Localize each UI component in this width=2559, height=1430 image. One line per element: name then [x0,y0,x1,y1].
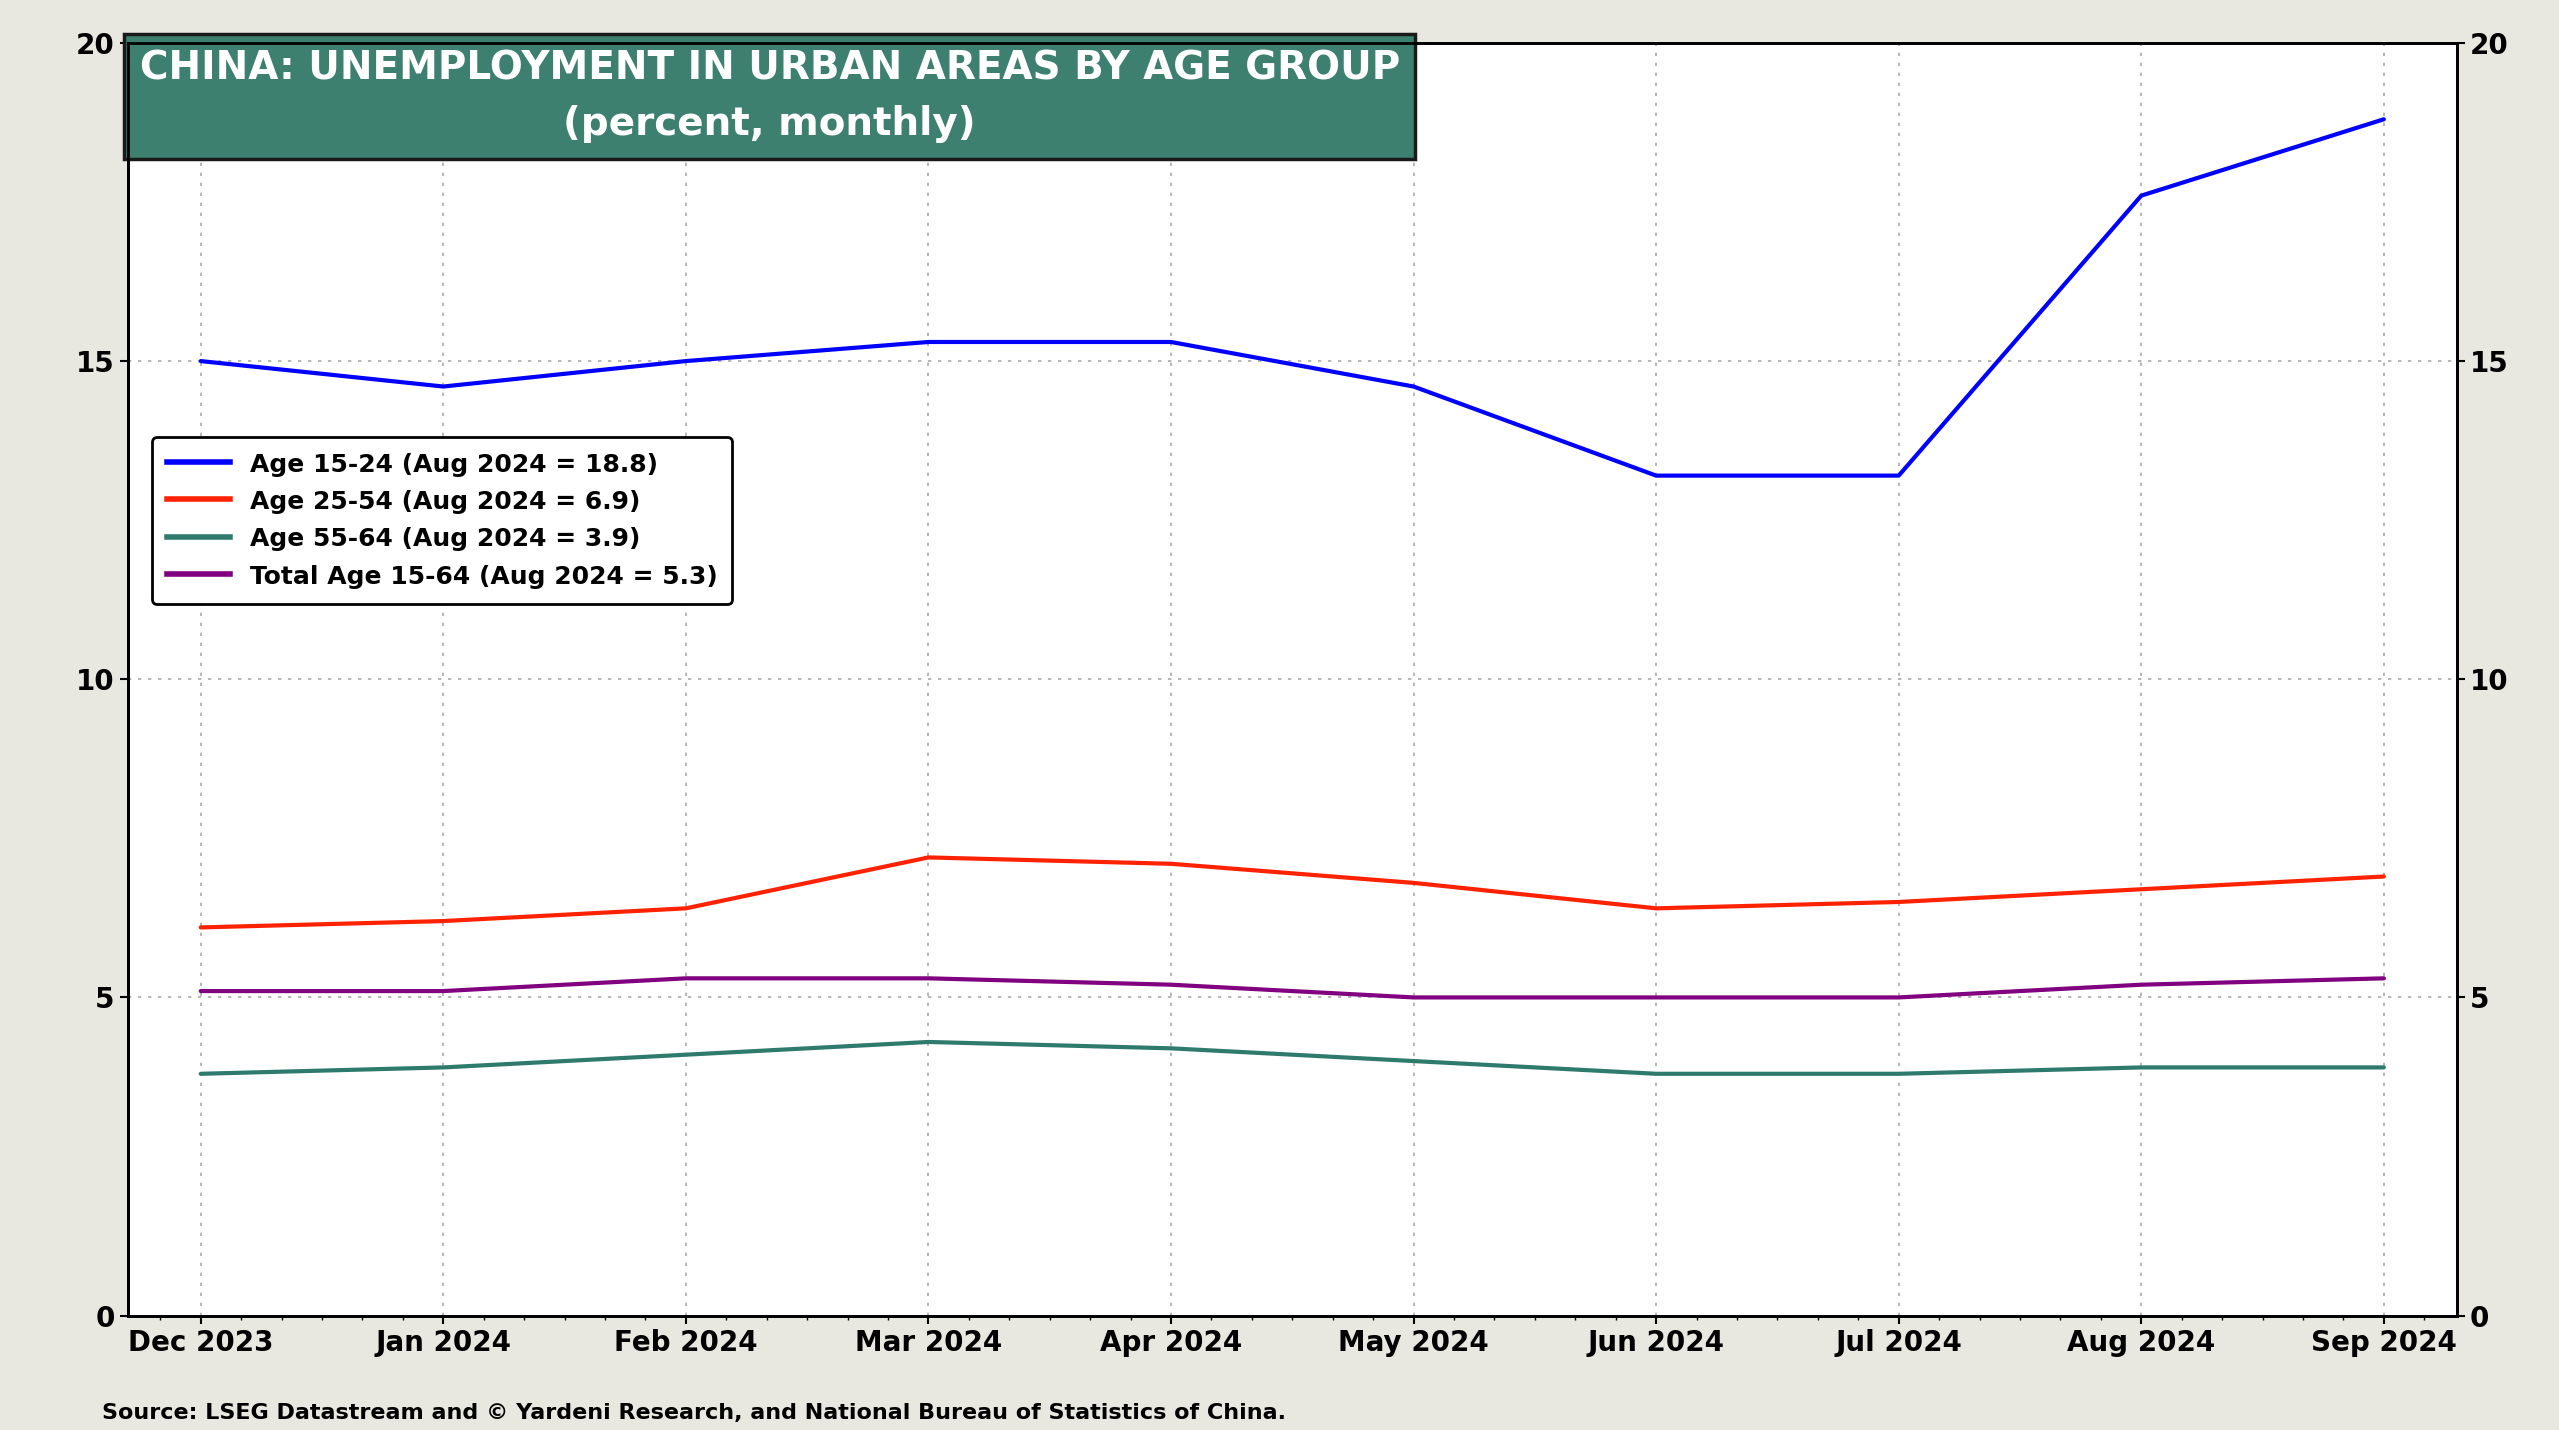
Text: CHINA: UNEMPLOYMENT IN URBAN AREAS BY AGE GROUP
(percent, monthly): CHINA: UNEMPLOYMENT IN URBAN AREAS BY AG… [141,49,1400,143]
Text: Source: LSEG Datastream and © Yardeni Research, and National Bureau of Statistic: Source: LSEG Datastream and © Yardeni Re… [102,1403,1287,1423]
Legend: Age 15-24 (Aug 2024 = 18.8), Age 25-54 (Aug 2024 = 6.9), Age 55-64 (Aug 2024 = 3: Age 15-24 (Aug 2024 = 18.8), Age 25-54 (… [151,438,732,603]
